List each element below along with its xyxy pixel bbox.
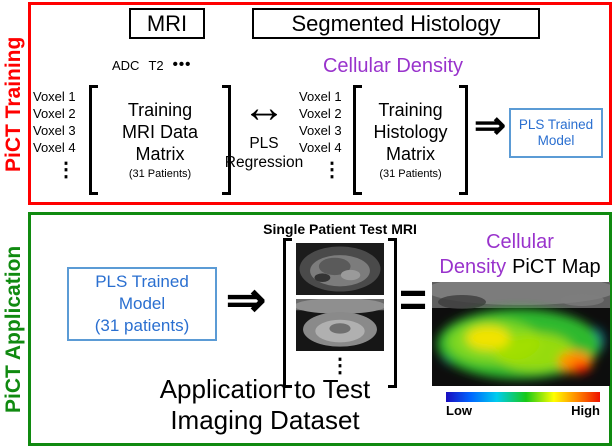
pict-map-word: PiCT Map [512,256,601,278]
training-mri-matrix-content: Training MRI Data Matrix (31 Patients) [98,85,222,195]
colorbar-gradient [446,392,600,402]
segmented-histology-box: Segmented Histology [252,8,540,39]
voxel-label: Voxel 1 [299,89,342,104]
equals-sign: = [398,274,428,327]
voxel-label: Voxel 2 [33,106,76,121]
t2-label: T2 [148,58,164,73]
model-box-line: PLS Trained [95,272,189,291]
mri-box: MRI [129,8,205,39]
ellipsis-dots-icon: ••• [172,55,192,73]
test-mri-image-2 [296,299,384,351]
pls-trained-model-box: PLS Trained Model [509,108,603,158]
application-caption: Application to Test Imaging Dataset [96,374,434,436]
voxel-label: Voxel 3 [299,123,342,138]
matrix-line: Matrix [386,144,435,164]
voxel-label: Voxel 2 [299,106,342,121]
vertical-dots-icon: ⋮ [322,159,342,181]
cellular-word: Cellular [486,231,554,253]
training-mri-matrix: Training MRI Data Matrix (31 Patients) [89,85,231,195]
training-histology-matrix: Training Histology Matrix (31 Patients) [353,85,468,195]
voxel-label: Voxel 1 [33,89,76,104]
colorbar-high-label: High [571,403,600,418]
mri-modality-row: ADC T2 ••• [112,55,192,74]
test-mri-stack: ⋮ [283,238,397,388]
left-bracket-icon [283,238,292,388]
matrix-line: Histology [373,122,448,142]
left-bracket-icon [89,85,98,195]
voxel-column-right: Voxel 1 Voxel 2 Voxel 3 Voxel 4 [299,88,342,156]
training-histology-matrix-content: Training Histology Matrix (31 Patients) [362,85,459,195]
application-section-label: PiCT Application [2,245,25,413]
caption-line-1: Application to Test [159,374,371,404]
right-bracket-icon [388,238,397,388]
single-patient-test-mri-label: Single Patient Test MRI [263,221,417,237]
vertical-dots-icon: ⋮ [330,355,350,377]
patients-count: (31 Patients) [379,168,442,180]
pls-regression-line: Regression [224,154,304,171]
patients-count: (31 Patients) [128,168,192,180]
model-box-line: PLS Trained [518,117,594,132]
pls-regression-line: PLS [249,135,279,152]
right-bracket-icon [459,85,468,195]
test-mri-stack-content: ⋮ [292,238,388,388]
pict-map-title: Cellular Density PiCT Map [428,230,612,280]
bidirectional-arrow-icon: ↔ [242,83,286,132]
voxel-column-left: Voxel 1 Voxel 2 Voxel 3 Voxel 4 [33,88,76,156]
training-section-label: PiCT Training [2,36,25,172]
pls-trained-model-box-application: PLS Trained Model (31 patients) [67,267,217,341]
left-bracket-icon [353,85,362,195]
voxel-label: Voxel 3 [33,123,76,138]
cellular-density-label: Cellular Density [322,55,464,77]
pict-heatmap-image [432,282,610,386]
model-box-line: Model [537,133,575,148]
voxel-label: Voxel 4 [299,140,342,155]
test-mri-image-1 [296,243,384,295]
matrix-line: Matrix [135,144,185,164]
model-box-line: Model [118,294,166,313]
matrix-line: Training [378,100,443,120]
histology-box-label: Segmented Histology [291,10,501,36]
right-bracket-icon [222,85,231,195]
matrix-line: Training [127,100,193,120]
colorbar-labels: Low High [446,403,600,418]
mri-box-label: MRI [146,10,188,36]
pls-regression-label: PLS Regression [224,134,304,172]
density-word: Density [439,256,507,278]
implies-arrow-icon: ⇒ [225,274,267,327]
adc-label: ADC [112,58,140,73]
colorbar-low-label: Low [446,403,472,418]
vertical-dots-icon: ⋮ [56,159,76,181]
voxel-label: Voxel 4 [33,140,76,155]
implies-arrow-icon: ⇒ [474,105,506,147]
model-box-line: (31 patients) [94,316,190,335]
matrix-line: MRI Data [121,122,199,142]
caption-line-2: Imaging Dataset [170,405,360,435]
